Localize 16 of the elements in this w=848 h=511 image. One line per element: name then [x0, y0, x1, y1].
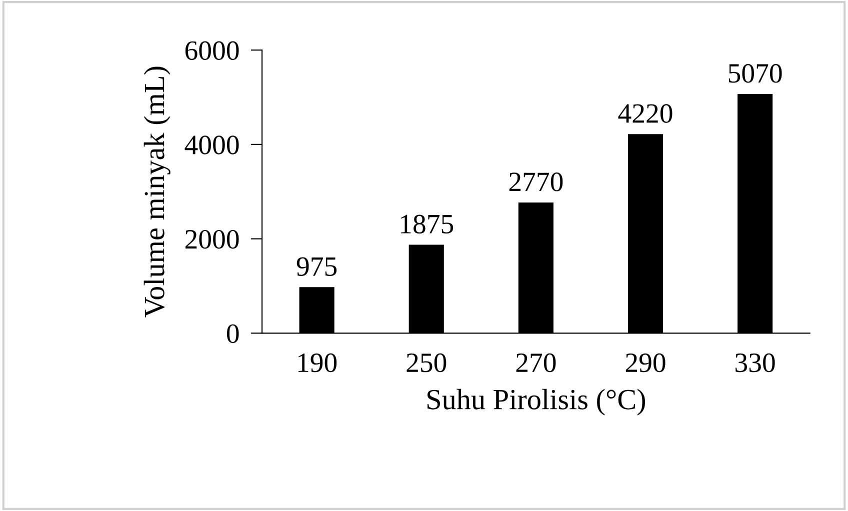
y-axis-title: Volume minyak (mL) — [144, 66, 170, 318]
y-tick-label: 6000 — [185, 41, 239, 60]
data-label: 5070 — [728, 64, 782, 83]
x-tick-label: 290 — [626, 353, 666, 372]
data-label: 2770 — [509, 172, 563, 192]
x-tick-label: 190 — [298, 353, 337, 372]
data-label: 1875 — [401, 214, 454, 234]
y-tick-label: 2000 — [185, 230, 239, 249]
data-label: 975 — [296, 257, 337, 276]
data-label: 4220 — [618, 104, 672, 123]
x-tick-label: 330 — [736, 353, 775, 372]
y-tick-label: 0 — [226, 324, 239, 344]
x-tick-label: 270 — [516, 353, 556, 372]
y-tick-label: 4000 — [184, 136, 239, 154]
x-tick-label: 250 — [406, 353, 446, 372]
x-axis-title: Suhu Pirolisis (°C) — [428, 388, 646, 416]
